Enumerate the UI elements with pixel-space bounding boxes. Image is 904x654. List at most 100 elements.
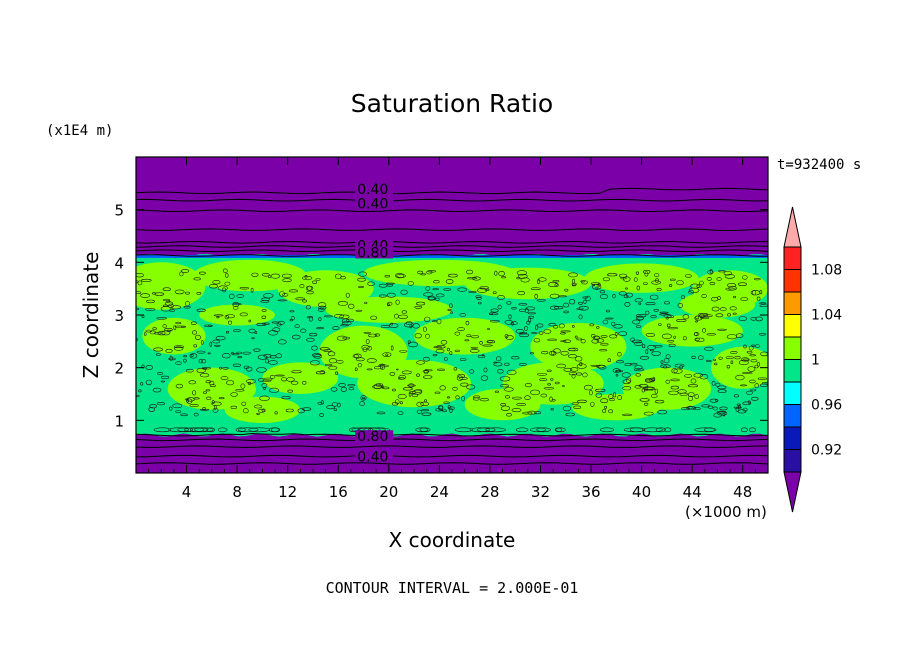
contour-speck (599, 349, 608, 352)
contour-speck (138, 389, 142, 393)
contour-speck (268, 387, 280, 393)
contour-speck (696, 284, 702, 288)
contour-speck (506, 369, 517, 376)
contour-speck (750, 359, 758, 363)
contour-speck (686, 406, 697, 410)
contour-label-text: 0.40 (357, 449, 388, 465)
contour-speck (261, 408, 266, 413)
contour-speck (624, 301, 631, 307)
contour-line (136, 462, 768, 465)
contour-speck (216, 316, 220, 319)
contour-speck (328, 358, 338, 364)
contour-speck (446, 347, 450, 352)
contour-speck (319, 347, 330, 351)
contour-speck (694, 427, 717, 433)
contour-speck (625, 287, 628, 290)
contour-speck (466, 269, 474, 275)
contour-speck (653, 308, 659, 312)
contour-speck (605, 317, 614, 320)
contour-speck (442, 409, 447, 413)
contour-speck (749, 379, 756, 384)
contour-speck (443, 357, 448, 361)
contour-speck (493, 361, 498, 364)
contour-speck (471, 335, 480, 339)
contour-speck (230, 352, 235, 355)
contour-speck (629, 427, 645, 433)
contour-speck (206, 427, 216, 433)
contour-speck (665, 379, 671, 384)
contour-speck (294, 324, 300, 329)
contour-speck (229, 293, 235, 299)
contour-speck (242, 351, 251, 355)
contour-speck (366, 358, 377, 363)
contour-speck (549, 305, 559, 310)
contour-speck (440, 339, 448, 345)
contour-speck (685, 274, 692, 278)
contour-speck (447, 273, 458, 278)
contour-speck (436, 345, 446, 349)
contour-speck (345, 292, 350, 298)
contour-speck (347, 384, 356, 387)
contour-speck (644, 377, 653, 383)
contour-speck (225, 273, 229, 278)
contour-speck (583, 384, 593, 391)
contour-speck (402, 387, 413, 391)
contour-speck (742, 401, 752, 406)
contour-speck (651, 351, 661, 356)
contour-speck (324, 363, 333, 367)
contour-speck (183, 355, 188, 358)
y-axis-ticks: 1 2 3 4 5 (114, 202, 768, 430)
contour-speck (591, 339, 600, 344)
contour-speck (565, 412, 575, 417)
contour-speck (552, 280, 560, 283)
contour-speck (432, 354, 438, 357)
contour-speck (698, 313, 709, 317)
contour-speck (478, 301, 482, 305)
contour-speck (193, 344, 197, 348)
contour-speck (363, 331, 371, 334)
contour-speck (354, 367, 358, 372)
contour-speck (718, 270, 726, 273)
contour-speck (712, 406, 718, 411)
contour-speck (222, 268, 228, 274)
contour-speck (595, 388, 606, 393)
contour-speck (201, 367, 211, 370)
contour-speck (534, 293, 538, 299)
contour-speck (407, 341, 419, 348)
contour-speck (415, 427, 429, 433)
contour-speck (673, 368, 683, 374)
contour-speck (449, 303, 453, 309)
contour-speck (215, 335, 226, 341)
contour-speck (230, 392, 238, 397)
contour-line (136, 432, 768, 437)
contour-speck (425, 333, 430, 339)
contour-speck (198, 271, 206, 275)
contour-speck (710, 297, 719, 302)
contour-speck (148, 407, 155, 412)
contour-speck (595, 286, 599, 290)
contour-speck (524, 395, 531, 401)
contour-speck (162, 324, 167, 329)
contour-speck (515, 328, 525, 334)
contour-speck (422, 326, 427, 332)
contour-speck (297, 408, 305, 414)
contour-speck (528, 315, 535, 319)
contour-speck (175, 410, 182, 413)
contour-speck (257, 354, 268, 360)
near-one-region (464, 388, 541, 421)
x-tick-label: 48 (733, 483, 752, 501)
contour-speck (644, 271, 649, 277)
contour-label: 0.80 (355, 429, 394, 445)
contour-speck (524, 307, 529, 313)
contour-speck (691, 355, 696, 360)
contour-speck (153, 347, 163, 352)
contour-speck (714, 399, 718, 402)
contour-speck (315, 278, 321, 281)
contour-speck (446, 396, 451, 399)
contour-speck (136, 291, 142, 294)
contour-speck (180, 413, 188, 417)
contour-speck (291, 370, 302, 374)
contour-speck (548, 350, 557, 356)
contour-label: 0.40 (355, 182, 394, 198)
contour-speck (635, 325, 642, 328)
